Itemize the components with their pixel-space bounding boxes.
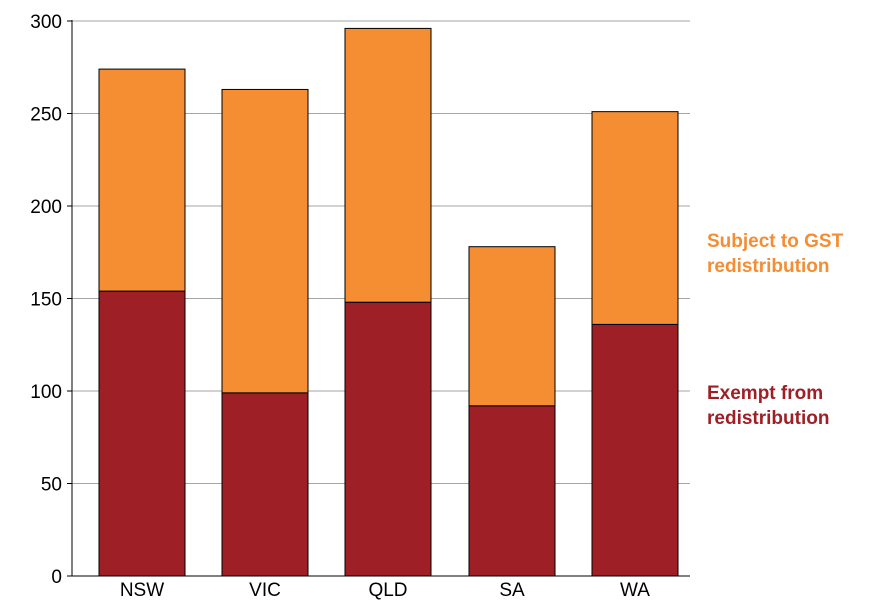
- bar-vic-subject: [221, 88, 309, 394]
- bar-wa-exempt: [591, 323, 679, 577]
- bar-nsw-exempt: [98, 290, 186, 577]
- x-tick-label: SA: [499, 580, 525, 600]
- y-tick-label: 200: [30, 197, 62, 218]
- x-tick-label: WA: [620, 580, 650, 600]
- legend-label-subject: redistribution: [707, 256, 829, 277]
- bar-wa-subject: [591, 111, 679, 325]
- bar-sa-subject: [468, 246, 556, 407]
- bar-nsw-subject: [98, 68, 186, 292]
- x-tick-label: VIC: [249, 580, 281, 600]
- legend: Subject to GST redistribution Exempt from r…: [707, 231, 844, 429]
- x-tick-label: NSW: [120, 580, 164, 600]
- y-tick-label: 150: [30, 290, 62, 311]
- axes: 0 50 100 150 200 250 300 NSW VIC QLD SA WA: [30, 12, 690, 600]
- y-tick-label: 50: [41, 475, 62, 496]
- bar-sa-exempt: [468, 405, 556, 577]
- y-tick-label: 250: [30, 105, 62, 126]
- y-tick-label: 0: [51, 567, 62, 588]
- x-tick-label: QLD: [368, 580, 407, 600]
- legend-label-exempt: redistribution: [707, 408, 829, 429]
- bar-qld-subject: [344, 27, 432, 303]
- y-tick-label: 100: [30, 382, 62, 403]
- legend-label-exempt: Exempt from: [707, 383, 823, 404]
- bar-vic-exempt: [221, 392, 309, 577]
- bar-qld-exempt: [344, 301, 432, 577]
- legend-label-subject: Subject to GST: [707, 231, 844, 252]
- bars: [98, 27, 679, 577]
- y-tick-label: 300: [30, 12, 62, 33]
